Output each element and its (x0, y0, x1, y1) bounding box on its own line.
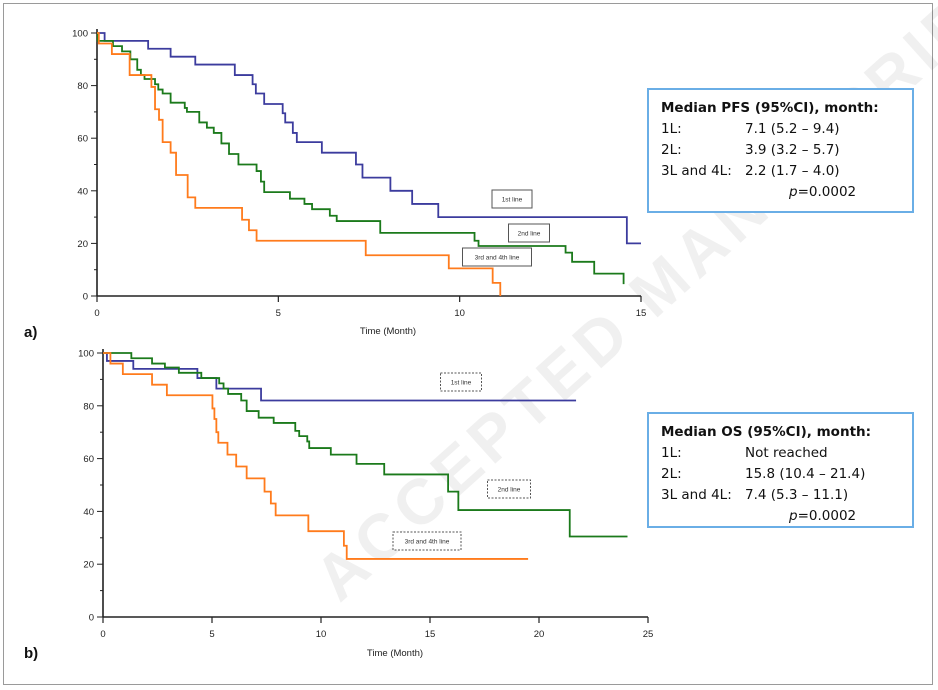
series-label-box (462, 247, 532, 267)
y-tick-label: 80 (77, 81, 88, 92)
figure-frame (3, 3, 933, 685)
row-value: 7.4 (5.3 – 11.1) (745, 487, 849, 503)
pfs-box-title: Median PFS (95%CI), month: (661, 100, 879, 116)
x-tick-label: 5 (276, 308, 281, 319)
p-label: p (789, 508, 798, 524)
x-tick-label: 15 (636, 308, 647, 319)
x-tick-label: 5 (209, 629, 214, 640)
row-value: 2.2 (1.7 – 4.0) (745, 163, 840, 179)
os-box-title: Median OS (95%CI), month: (661, 424, 872, 440)
p-value: =0.0002 (797, 508, 857, 524)
row-value: 3.9 (3.2 – 5.7) (745, 142, 840, 158)
row-key: 2L: (661, 466, 682, 482)
row-value: Not reached (745, 445, 828, 461)
series-label: 1st line (502, 197, 523, 204)
pfs-p-value: p=0.0002 (661, 182, 912, 203)
p-value: =0.0002 (797, 184, 857, 200)
y-tick-label: 0 (83, 292, 88, 303)
x-tick-label: 20 (534, 629, 545, 640)
y-tick-label: 80 (83, 401, 94, 412)
x-tick-label: 25 (643, 629, 654, 640)
os-median-box: Median OS (95%CI), month: 1L: Not reached… (647, 412, 914, 528)
series-line-2nd-line (96, 32, 625, 285)
panel-label-a: a) (24, 324, 38, 341)
series-line-2nd-line (103, 352, 628, 538)
row-key: 3L and 4L: (661, 163, 732, 179)
series-label: 3rd and 4th line (475, 255, 520, 262)
series-line-1st-line (97, 32, 641, 245)
pfs-row-3l4l: 3L and 4L: 2.2 (1.7 – 4.0) (661, 161, 912, 182)
y-tick-label: 0 (89, 613, 94, 624)
series-line-3rd-and-4th-line (97, 32, 502, 296)
series-label-box (392, 531, 462, 551)
series-label-box (440, 372, 482, 392)
series-line-3rd-and-4th-line (103, 352, 529, 560)
x-tick-label: 0 (94, 308, 99, 319)
y-tick-label: 60 (83, 454, 94, 465)
y-tick-label: 100 (78, 349, 94, 360)
x-tick-label: 0 (100, 629, 105, 640)
row-key: 2L: (661, 142, 682, 158)
y-tick-label: 100 (72, 29, 88, 40)
x-tick-label: 10 (454, 308, 465, 319)
row-value: 15.8 (10.4 – 21.4) (745, 466, 866, 482)
series-label: 1st line (451, 380, 472, 387)
series-label: 3rd and 4th line (405, 539, 450, 546)
y-tick-label: 40 (83, 507, 94, 518)
x-axis-label: Time (Month) (367, 648, 423, 659)
os-p-value: p=0.0002 (661, 506, 912, 527)
panel-label-b: b) (24, 645, 39, 662)
series-line-1st-line (103, 352, 577, 402)
os-row-3l4l: 3L and 4L: 7.4 (5.3 – 11.1) (661, 485, 912, 506)
os-row-2l: 2L: 15.8 (10.4 – 21.4) (661, 464, 912, 485)
pfs-row-2l: 2L: 3.9 (3.2 – 5.7) (661, 140, 912, 161)
p-label: p (789, 184, 798, 200)
pfs-row-1l: 1L: 7.1 (5.2 – 9.4) (661, 119, 912, 140)
series-label-box (491, 189, 533, 209)
series-label-box (487, 479, 531, 499)
x-tick-label: 10 (316, 629, 327, 640)
row-key: 1L: (661, 121, 682, 137)
series-label: 2nd line (518, 231, 541, 238)
x-tick-label: 15 (425, 629, 436, 640)
y-tick-label: 60 (77, 134, 88, 145)
pfs-median-box: Median PFS (95%CI), month: 1L: 7.1 (5.2 –… (647, 88, 914, 213)
row-value: 7.1 (5.2 – 9.4) (745, 121, 840, 137)
row-key: 1L: (661, 445, 682, 461)
x-axis-label: Time (Month) (360, 326, 416, 337)
row-key: 3L and 4L: (661, 487, 732, 503)
series-label: 2nd line (498, 487, 521, 494)
chart-panel-a: 0 20 40 60 80 100 0 5 10 15 Time (Month) 1st line 2n… (72, 29, 646, 338)
y-tick-label: 20 (83, 560, 94, 571)
chart-panel-b: 0 20 40 60 80 100 0 5 10 15 20 25 Time (Month) 1st li… (78, 349, 653, 660)
y-tick-label: 40 (77, 186, 88, 197)
os-row-1l: 1L: Not reached (661, 443, 912, 464)
series-label-box (508, 223, 550, 243)
y-tick-label: 20 (77, 239, 88, 250)
